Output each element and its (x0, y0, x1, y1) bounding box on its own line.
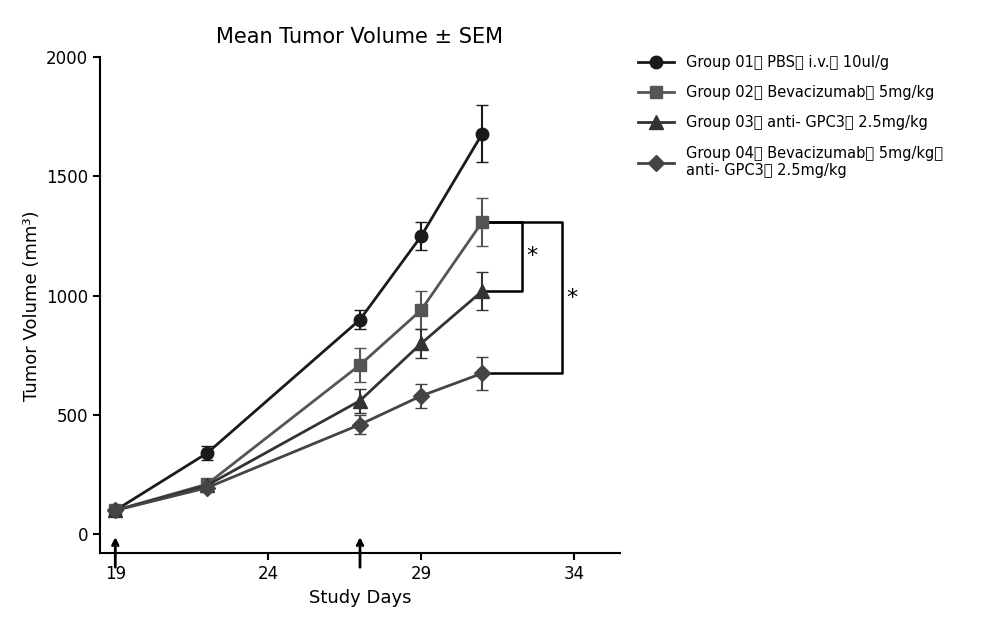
Y-axis label: Tumor Volume (mm³): Tumor Volume (mm³) (23, 210, 41, 401)
X-axis label: Study Days: Study Days (309, 589, 411, 607)
Text: *: * (527, 246, 538, 266)
Text: *: * (566, 287, 578, 308)
Title: Mean Tumor Volume ± SEM: Mean Tumor Volume ± SEM (216, 27, 504, 47)
Legend: Group 01： PBS： i.v.： 10ul/g, Group 02： Bevacizumab： 5mg/kg, Group 03： anti- GPC3: Group 01： PBS： i.v.： 10ul/g, Group 02： B… (638, 55, 943, 178)
